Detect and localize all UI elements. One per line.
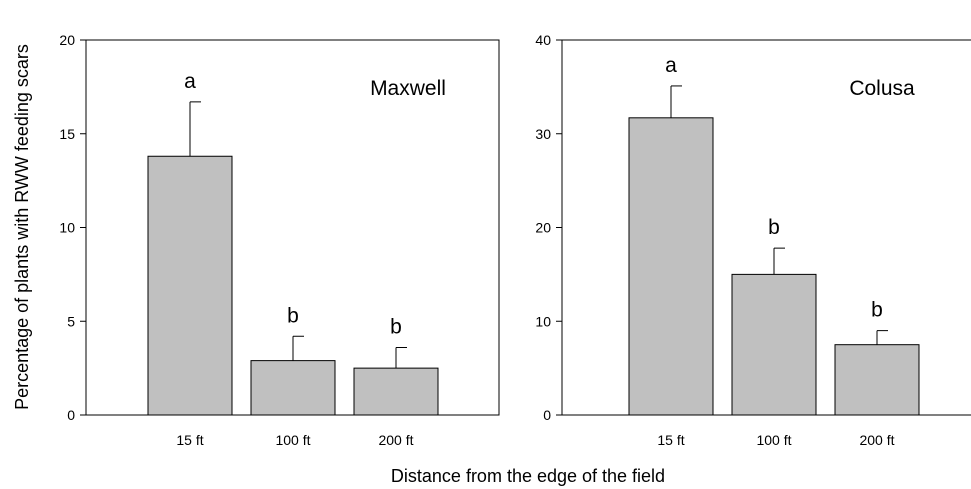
colusa-category-label: 15 ft [657,432,684,448]
maxwell-y-tick-label: 15 [59,126,75,142]
colusa-y-tick-label: 10 [535,313,551,329]
maxwell-category-label: 100 ft [275,432,310,448]
colusa-y-tick-label: 40 [535,32,551,48]
colusa-significance-label: b [871,299,883,322]
maxwell-category-label: 200 ft [378,432,413,448]
maxwell-y-tick-label: 0 [67,407,75,423]
maxwell-significance-label: b [287,304,299,327]
maxwell-bar [147,155,233,416]
colusa-y-tick-label: 0 [543,407,551,423]
maxwell-category-label: 15 ft [176,432,203,448]
maxwell-bar [353,367,439,416]
colusa-y-tick-label: 30 [535,126,551,142]
maxwell-panel-title: Maxwell [370,77,446,100]
colusa-bar [834,344,920,416]
colusa-bar [628,117,714,416]
maxwell-significance-label: b [390,316,402,339]
maxwell-bar [250,360,336,416]
maxwell-y-tick-label: 10 [59,220,75,236]
colusa-y-tick-label: 20 [535,220,551,236]
colusa-significance-label: b [768,216,780,239]
colusa-category-label: 100 ft [756,432,791,448]
maxwell-panel: 0 5 10 15 20 a 15 ft b 100 ft b 200 ft Maxwell [59,32,500,448]
colusa-category-label: 200 ft [859,432,894,448]
colusa-bar [731,273,817,416]
x-axis-title: Distance from the edge of the field [391,466,665,486]
colusa-significance-label: a [665,54,677,77]
colusa-panel-title: Colusa [849,77,915,100]
maxwell-y-tick-label: 5 [67,313,75,329]
maxwell-y-tick-label: 20 [59,32,75,48]
maxwell-significance-label: a [184,70,196,93]
colusa-panel: 0 10 20 30 40 a 15 ft b 100 ft b 200 ft Colusa [535,32,971,448]
y-axis-title: Percentage of plants with RWW feeding sc… [12,44,32,410]
